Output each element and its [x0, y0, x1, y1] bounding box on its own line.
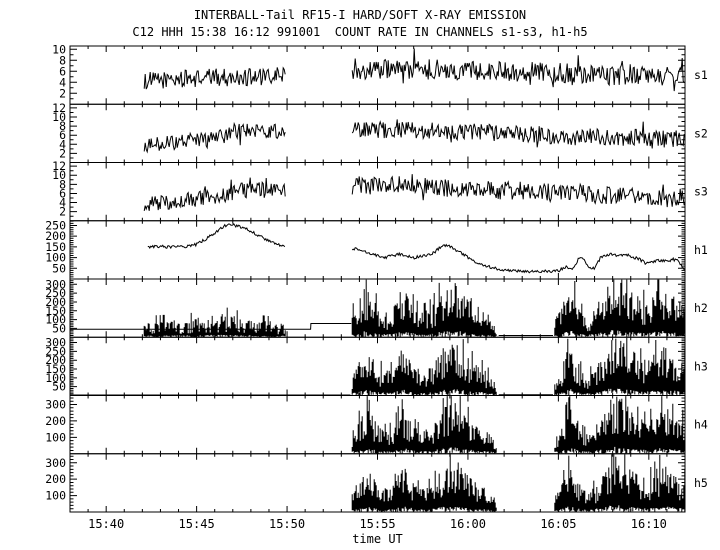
- xtick-label: 16:10: [631, 517, 667, 531]
- ytick-label-h1: 150: [45, 240, 66, 254]
- ytick-label-h2: 200: [45, 295, 66, 309]
- series-s1-seg1: [351, 48, 685, 92]
- series-s3-seg0: [143, 177, 286, 211]
- ytick-label-h3: 300: [45, 336, 66, 350]
- ytick-label-h3: 100: [45, 371, 66, 385]
- channel-label-h4: h4: [694, 418, 708, 432]
- ytick-label-h2: 50: [52, 321, 66, 335]
- ytick-label-h1: 250: [45, 218, 66, 232]
- panel-frame-h1: [69, 220, 686, 280]
- ytick-label-s3: 4: [59, 196, 66, 210]
- xtick-label: 15:55: [359, 517, 395, 531]
- ytick-label-h2: 250: [45, 286, 66, 300]
- xtick-label: 15:50: [269, 517, 305, 531]
- x-axis-title: time UT: [352, 532, 403, 546]
- ytick-label-h3: 150: [45, 362, 66, 376]
- series-s1-seg0: [143, 66, 286, 90]
- series-h4-seg1: [554, 396, 686, 454]
- xtick-label: 15:45: [179, 517, 215, 531]
- ytick-label-h1: 200: [45, 229, 66, 243]
- ytick-label-s2: 4: [59, 137, 66, 151]
- ytick-label-h2: 150: [45, 304, 66, 318]
- ytick-label-h3: 200: [45, 353, 66, 367]
- ytick-label-h3: 50: [52, 380, 66, 394]
- ytick-label-h2: 100: [45, 313, 66, 327]
- series-s2-seg0: [143, 121, 286, 154]
- series-h2-seg2: [351, 279, 497, 338]
- channel-label-h3: h3: [694, 359, 708, 373]
- ytick-label-h4: 100: [45, 430, 66, 444]
- ytick-label-h1: 100: [45, 251, 66, 265]
- y-ticks-s3: [70, 165, 685, 217]
- ytick-label-s2: 6: [59, 128, 66, 142]
- x-ticks-h4: [69, 395, 686, 454]
- series-h1-seg0: [147, 222, 286, 250]
- ytick-label-h1: 50: [52, 261, 66, 275]
- ytick-label-s3: 2: [59, 205, 66, 219]
- series-h4-seg0: [351, 396, 497, 454]
- chart-subtitle: C12 HHH 15:38 16:12 991001 COUNT RATE IN…: [132, 25, 588, 39]
- channel-label-s2: s2: [694, 126, 708, 140]
- x-ticks-h5: [69, 453, 686, 512]
- x-ticks-s1: [69, 46, 686, 105]
- x-ticks-h3: [69, 337, 686, 396]
- ytick-label-h4: 200: [45, 414, 66, 428]
- series-h2-seg4: [554, 279, 686, 338]
- xtick-label: 16:05: [540, 517, 576, 531]
- y-ticks-h1: [70, 220, 685, 278]
- ytick-label-h3: 250: [45, 344, 66, 358]
- ytick-label-s1: 8: [59, 53, 66, 67]
- ytick-label-s1: 2: [59, 86, 66, 100]
- series-s2-seg1: [351, 119, 685, 149]
- ytick-label-s3: 8: [59, 177, 66, 191]
- y-ticks-s1: [70, 48, 685, 100]
- ytick-label-h2: 300: [45, 277, 66, 291]
- series-h1-seg1: [351, 243, 685, 274]
- channel-label-s3: s3: [694, 185, 708, 199]
- ytick-label-h5: 200: [45, 472, 66, 486]
- ytick-label-s3: 12: [52, 159, 66, 173]
- ytick-label-h5: 300: [45, 456, 66, 470]
- ytick-label-s2: 2: [59, 146, 66, 160]
- series-h3-seg3: [554, 337, 686, 396]
- series-s3-seg1: [351, 174, 685, 208]
- ytick-label-h4: 300: [45, 398, 66, 412]
- xtick-label: 15:40: [88, 517, 124, 531]
- ytick-label-s1: 10: [52, 42, 66, 56]
- ytick-label-s2: 8: [59, 119, 66, 133]
- channel-label-s1: s1: [694, 68, 708, 82]
- channel-label-h5: h5: [694, 476, 708, 490]
- y-ticks-s2: [70, 107, 685, 159]
- x-ticks-h1: [69, 220, 686, 279]
- panel-frame-s3: [69, 162, 686, 222]
- chart-title: INTERBALL-Tail RF15-I HARD/SOFT X-RAY EM…: [193, 8, 527, 22]
- ytick-label-s2: 12: [52, 101, 66, 115]
- channel-label-h2: h2: [694, 301, 708, 315]
- series-h2-seg0: [70, 323, 352, 330]
- ytick-label-s1: 6: [59, 64, 66, 78]
- ytick-label-s3: 6: [59, 186, 66, 200]
- series-h5-seg1: [554, 454, 686, 512]
- ytick-label-s3: 10: [52, 168, 66, 182]
- ytick-label-s1: 4: [59, 75, 66, 89]
- x-ticks-s2: [69, 104, 686, 163]
- series-h3-seg1: [351, 339, 497, 396]
- series-h5-seg0: [351, 454, 497, 512]
- channel-label-h1: h1: [694, 243, 708, 257]
- ytick-label-s2: 10: [52, 110, 66, 124]
- x-ticks-s3: [69, 162, 686, 221]
- series-h2-seg1: [143, 307, 286, 338]
- ytick-label-h5: 100: [45, 489, 66, 503]
- xtick-label: 16:00: [450, 517, 486, 531]
